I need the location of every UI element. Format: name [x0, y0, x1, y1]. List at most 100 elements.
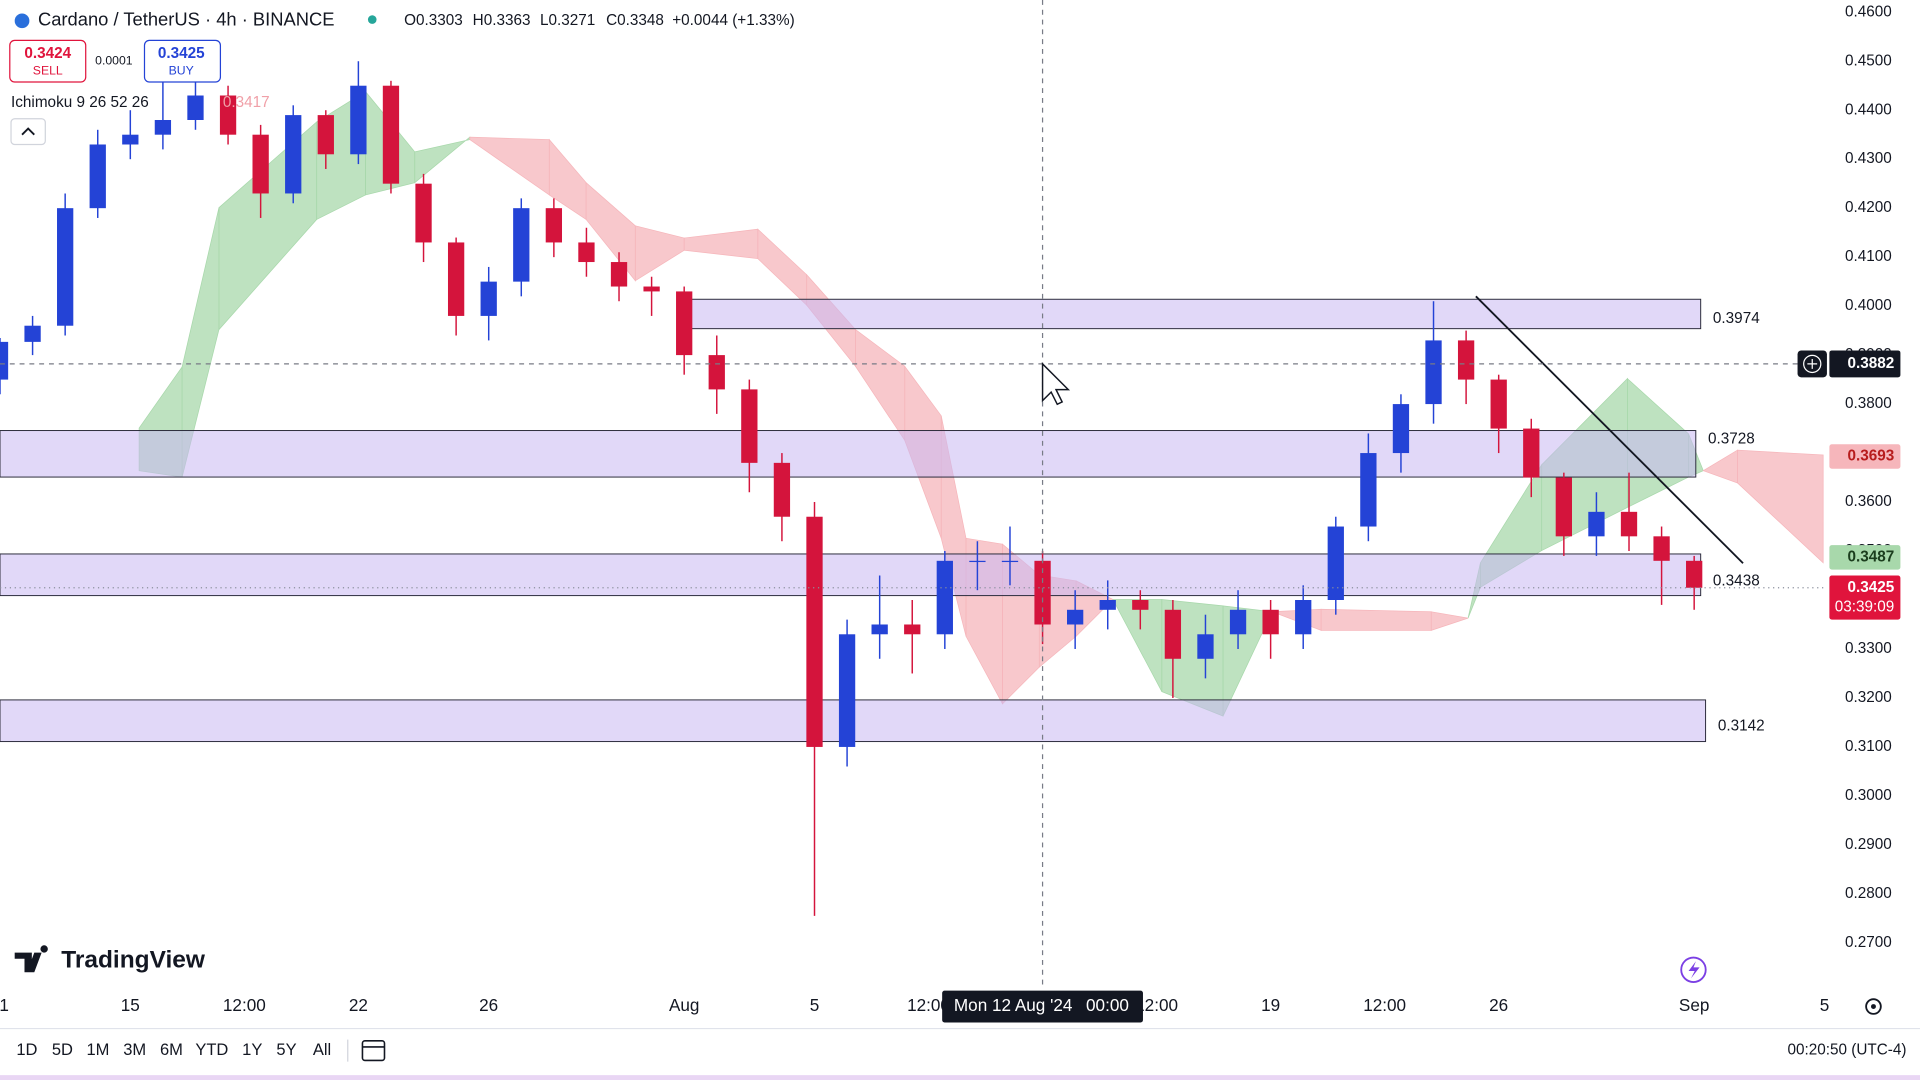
replay-button[interactable] [1680, 956, 1707, 983]
candle-body [1523, 428, 1540, 478]
y-tick-label: 0.4500 [1845, 52, 1892, 69]
y-tick-label: 0.4600 [1845, 3, 1892, 20]
crosshair-date-box [942, 990, 1143, 1023]
countdown: 03:39:09 [1835, 598, 1895, 615]
mouse-cursor [1041, 362, 1071, 406]
spread: 0.0001 [95, 53, 133, 67]
date-range-button[interactable] [361, 1040, 386, 1062]
buy-price[interactable]: 0.3425 [158, 45, 205, 62]
zone [683, 298, 1702, 330]
candle-body [187, 95, 204, 120]
zone-label: 0.3438 [1713, 572, 1760, 589]
collapse-caret[interactable] [21, 127, 35, 136]
candle-body [513, 208, 530, 282]
x-tick-label: 5 [810, 995, 820, 1015]
candle-body [1686, 560, 1703, 588]
buy-button[interactable]: 0.3425 BUY [143, 39, 222, 83]
candle-body [480, 281, 497, 316]
candle-body [252, 134, 269, 194]
price-label: 0.3487 [1847, 548, 1894, 565]
cloud-segment [1320, 608, 1432, 631]
candle-body [708, 355, 725, 390]
sell-box[interactable] [9, 39, 87, 83]
zone [0, 553, 1702, 597]
range-button[interactable]: 1D [16, 1040, 37, 1059]
candle-body [610, 262, 628, 287]
x-tick-label: 26 [479, 995, 498, 1015]
settings-icon[interactable] [1865, 998, 1882, 1015]
cloud-segment [1737, 449, 1824, 564]
y-tick-label: 0.3600 [1845, 493, 1892, 510]
settings-button[interactable] [1865, 998, 1882, 1015]
range-button[interactable]: All [313, 1040, 331, 1059]
y-tick-label: 0.4400 [1845, 101, 1892, 118]
x-tick-label: 12:00 [1135, 995, 1178, 1015]
clock: 00:20:50 (UTC-4) [1787, 1042, 1906, 1059]
trend-line [1475, 295, 1744, 564]
symbol-title: Cardano / TetherUS · 4h · BINANCE [38, 9, 335, 30]
candle-body [806, 516, 823, 747]
candle-body [1555, 477, 1572, 537]
range-button[interactable]: 5D [52, 1040, 73, 1059]
candle-body [838, 634, 856, 747]
range-button[interactable]: YTD [195, 1040, 228, 1059]
range-button[interactable]: 1M [86, 1040, 109, 1059]
sell-label[interactable]: SELL [33, 63, 63, 77]
candle-body [578, 242, 595, 263]
range-button[interactable]: 1Y [242, 1040, 262, 1059]
candle-body [1360, 453, 1377, 527]
candle-body [24, 325, 41, 342]
crosshair-price: 0.3882 [1847, 355, 1894, 372]
range-button[interactable]: 5Y [276, 1040, 296, 1059]
candle-body [1653, 536, 1670, 561]
range-button[interactable]: 3M [123, 1040, 146, 1059]
x-tick-label: 15 [121, 995, 140, 1015]
candle-body [1164, 609, 1182, 659]
buy-box[interactable] [143, 39, 222, 83]
x-tick-label: 5 [1820, 995, 1830, 1015]
x-tick-label: 12:00 [907, 995, 950, 1015]
candle-body [57, 208, 74, 326]
candle-body [1327, 526, 1344, 600]
y-tick-label: 0.3800 [1845, 395, 1892, 412]
candle-body [904, 624, 921, 635]
candle-body [1262, 609, 1279, 635]
calendar-icon[interactable] [361, 1040, 386, 1062]
candle-body [317, 115, 334, 155]
candle-body [676, 291, 693, 356]
ohlc-high: H0.3363 [473, 12, 531, 29]
candle-body [1132, 600, 1149, 610]
x-tick-label: 12:00 [1363, 995, 1406, 1015]
indicator-value: 0.3417 [223, 94, 270, 111]
crosshair-plus-icon[interactable] [1803, 354, 1822, 374]
logo-text: TradingView [61, 947, 206, 974]
logo-icon [14, 945, 48, 973]
range-button[interactable]: 6M [160, 1040, 183, 1059]
crosshair-plus-sign[interactable] [1807, 359, 1818, 369]
settings-dot[interactable] [1871, 1004, 1876, 1009]
sell-button[interactable]: 0.3424 SELL [9, 39, 87, 83]
market-status [367, 15, 377, 24]
candle-body [89, 144, 106, 209]
replay-icon[interactable] [1688, 961, 1700, 979]
ohlc-close: C0.3348 [606, 12, 664, 29]
collapse-box[interactable] [10, 118, 46, 146]
plot-area [0, 0, 1827, 987]
buy-label[interactable]: BUY [169, 63, 194, 77]
sell-price[interactable]: 0.3424 [24, 45, 71, 62]
price-label: 0.3693 [1847, 448, 1894, 465]
candle-body [415, 183, 432, 243]
candle-body [545, 208, 563, 243]
collapse-button[interactable] [10, 118, 46, 146]
candle-body [219, 95, 237, 135]
price-label-box [1829, 545, 1901, 570]
y-tick-label: 0.4300 [1845, 150, 1892, 167]
candle-body [447, 242, 465, 316]
candle-body [1392, 404, 1410, 454]
range-buttons: 1D 5D 1M 3M 6M YTD 1Y 5Y All [16, 1040, 331, 1059]
x-tick-label: Aug [669, 995, 699, 1015]
crosshair-date: Mon 12 Aug '24 [954, 995, 1073, 1015]
